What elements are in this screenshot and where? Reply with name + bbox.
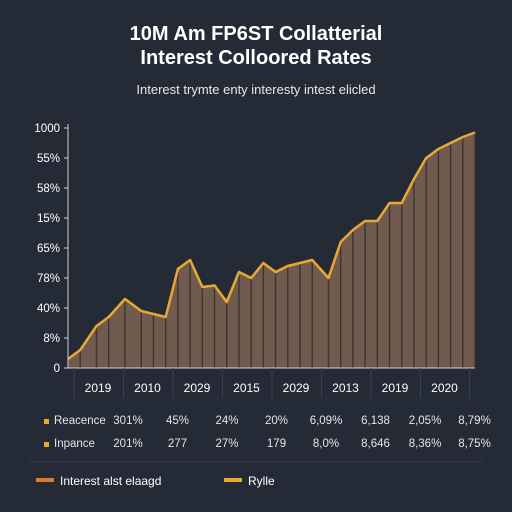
table-cell: 179 [266, 438, 287, 450]
y-tick-label-3: 15% [37, 213, 60, 225]
y-tick-label-5: 78% [37, 273, 60, 285]
table-cell: 27% [215, 438, 239, 450]
y-tick-label-7: 8% [43, 333, 60, 345]
table-cell: 201% [113, 438, 143, 450]
row-label: Reacence [54, 415, 106, 427]
table-cell: 8,79% [458, 415, 491, 427]
row-marker [44, 442, 49, 447]
area-fill [68, 132, 475, 368]
legend-swatch-0 [36, 478, 54, 482]
x-tick-label-6: 2019 [382, 381, 409, 395]
legend-swatch-1 [224, 478, 242, 482]
table-cell: 20% [264, 415, 289, 427]
x-tick-label-3: 2015 [233, 381, 260, 395]
legend-label-1: Rylle [248, 474, 275, 488]
table-cell: 8,0% [312, 438, 340, 450]
y-tick-label-1: 55% [37, 153, 60, 165]
y-tick-label-6: 40% [37, 303, 60, 315]
chart-title-line-2: Interest Colloored Rates [140, 47, 372, 69]
y-tick-label-8: 0 [54, 363, 60, 375]
chart-subtitle: Interest trymte enty interesty intest el… [136, 82, 376, 97]
x-tick-label-2: 2029 [184, 381, 211, 395]
table-cell: 2,05% [408, 415, 442, 427]
x-tick-label-4: 2029 [283, 381, 310, 395]
y-tick-label-2: 58% [37, 183, 60, 195]
table-cell: 24% [215, 415, 239, 427]
row-marker [44, 419, 49, 424]
y-tick-label-0: 1000 [34, 123, 60, 135]
table-row: Reacence 301% 45% 24% 20% 6,09% 6,138 2,05% 8,79… [0, 413, 512, 431]
x-tick-label-7: 2020 [431, 381, 458, 395]
y-tick-label-4: 65% [37, 243, 60, 255]
legend-label-0: Interest alst elaagd [60, 474, 162, 488]
table-cell: 6,09% [309, 415, 343, 427]
table-cell: 277 [167, 438, 188, 450]
table-cell: 8,646 [361, 438, 390, 450]
x-tick-label-5: 2013 [332, 381, 359, 395]
chart-title-line-1: 10M Am FP6ST Collatterial [129, 23, 383, 45]
table-cell: 45% [165, 415, 190, 427]
table-cell: 301% [113, 415, 143, 427]
table-cell: 8,75% [458, 438, 491, 450]
x-tick-label-1: 2010 [134, 381, 161, 395]
table-row: Inpance 201% 277 27% 179 8,0% 8,646 8,36% 8,75% [0, 436, 512, 454]
x-tick-label-0: 2019 [85, 381, 112, 395]
series-line [67, 131, 476, 361]
table-cell: 6,138 [361, 415, 390, 427]
table-cell: 8,36% [408, 438, 442, 450]
row-label: Inpance [54, 438, 95, 450]
